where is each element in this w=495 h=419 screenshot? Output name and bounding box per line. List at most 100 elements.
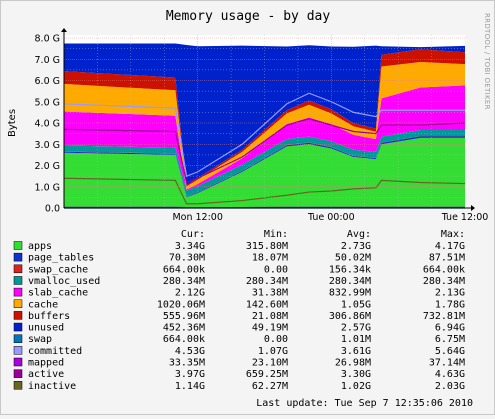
legend-name: page_tables bbox=[28, 253, 94, 264]
legend-name: committed bbox=[28, 346, 82, 357]
legend-value-cur: 452.36M bbox=[163, 323, 205, 334]
legend-value-max: 87.51M bbox=[429, 253, 465, 264]
legend-name: slab_cache bbox=[28, 288, 88, 299]
legend-name: apps bbox=[28, 241, 52, 252]
legend-header-max: Max: bbox=[441, 229, 465, 240]
legend-value-max: 280.34M bbox=[423, 276, 465, 287]
legend-value-min: 23.10M bbox=[252, 358, 288, 369]
x-tick-label: Mon 12:00 bbox=[172, 212, 222, 223]
legend-value-max: 2.13G bbox=[435, 288, 465, 299]
legend-name: swap_cache bbox=[28, 264, 88, 275]
chart-title: Memory usage - by day bbox=[166, 9, 331, 24]
legend-name: active bbox=[28, 369, 64, 380]
legend-value-avg: 1.01M bbox=[341, 334, 371, 345]
legend-value-avg: 2.73G bbox=[341, 241, 371, 252]
legend-value-avg: 3.30G bbox=[341, 369, 371, 380]
legend-value-min: 18.07M bbox=[252, 253, 288, 264]
legend-value-cur: 280.34M bbox=[163, 276, 205, 287]
legend-swatch-swap-cache bbox=[14, 265, 22, 273]
legend-value-avg: 26.98M bbox=[335, 358, 371, 369]
legend-value-max: 6.75M bbox=[435, 334, 465, 345]
legend-swatch-unused bbox=[14, 323, 22, 331]
legend-value-cur: 33.35M bbox=[169, 358, 205, 369]
legend-value-max: 732.81M bbox=[423, 311, 465, 322]
y-axis-ticks: 0.01.0 G2.0 G3.0 G4.0 G5.0 G6.0 G7.0 G8.… bbox=[35, 34, 61, 215]
legend-name: swap bbox=[28, 334, 52, 345]
legend-swatch-active bbox=[14, 370, 22, 378]
legend-swatch-swap bbox=[14, 335, 22, 343]
legend-value-min: 659.25M bbox=[246, 369, 288, 380]
legend-value-min: 280.34M bbox=[246, 276, 288, 287]
y-tick-label: 0.0 bbox=[45, 204, 60, 215]
legend-value-max: 37.14M bbox=[429, 358, 465, 369]
legend-value-avg: 50.02M bbox=[335, 253, 371, 264]
legend-value-min: 315.80M bbox=[246, 241, 288, 252]
legend-value-max: 6.94G bbox=[435, 323, 465, 334]
y-tick-label: 7.0 G bbox=[35, 55, 61, 66]
x-tick-label: Tue 00:00 bbox=[307, 212, 355, 223]
legend-name: cache bbox=[28, 299, 58, 310]
legend-value-max: 4.63G bbox=[435, 369, 465, 380]
x-axis-arrow bbox=[471, 205, 475, 211]
rrdtool-credit: RRDTOOL / TOBI OETIKER bbox=[483, 13, 491, 110]
legend-value-avg: 156.34k bbox=[329, 264, 371, 275]
legend-swatch-buffers bbox=[14, 311, 22, 319]
legend-value-avg: 3.61G bbox=[341, 346, 371, 357]
legend-header-cur: Cur: bbox=[181, 229, 205, 240]
legend-value-cur: 3.97G bbox=[175, 369, 205, 380]
legend-value-cur: 2.12G bbox=[175, 288, 205, 299]
legend-value-cur: 664.00k bbox=[163, 264, 205, 275]
y-tick-label: 8.0 G bbox=[35, 34, 61, 45]
legend-value-avg: 280.34M bbox=[329, 276, 371, 287]
x-axis-ticks: Mon 12:00 Tue 00:00 Tue 12:00 bbox=[172, 212, 488, 223]
legend-value-cur: 1020.06M bbox=[157, 299, 205, 310]
y-tick-label: 2.0 G bbox=[35, 161, 61, 172]
legend-value-avg: 306.86M bbox=[329, 311, 371, 322]
legend-value-max: 5.64G bbox=[435, 346, 465, 357]
legend-value-max: 1.78G bbox=[435, 299, 465, 310]
legend-swatch-page-tables bbox=[14, 253, 22, 261]
legend-value-min: 142.60M bbox=[246, 299, 288, 310]
legend-value-cur: 3.34G bbox=[175, 241, 205, 252]
legend-value-cur: 555.96M bbox=[163, 311, 205, 322]
legend-value-min: 31.38M bbox=[252, 288, 288, 299]
y-tick-label: 3.0 G bbox=[35, 140, 61, 151]
legend-value-max: 2.03G bbox=[435, 381, 465, 392]
legend-value-max: 4.17G bbox=[435, 241, 465, 252]
last-update: Last update: Tue Sep 7 12:35:06 2010 bbox=[256, 398, 473, 409]
legend-value-avg: 1.05G bbox=[341, 299, 371, 310]
legend-swatch-apps bbox=[14, 242, 22, 250]
legend-swatch-inactive bbox=[14, 381, 22, 389]
legend-swatch-cache bbox=[14, 300, 22, 308]
legend-value-min: 62.27M bbox=[252, 381, 288, 392]
y-axis-arrow bbox=[61, 28, 67, 32]
legend-swatch-committed bbox=[14, 346, 22, 354]
x-tick-label: Tue 12:00 bbox=[441, 212, 489, 223]
legend-value-min: 21.08M bbox=[252, 311, 288, 322]
legend-value-cur: 1.14G bbox=[175, 381, 205, 392]
legend: Cur: Min: Avg: Max: apps 3.34G 315.80M 2.73G 4.1… bbox=[14, 229, 465, 392]
y-tick-label: 6.0 G bbox=[35, 76, 61, 87]
legend-value-avg: 1.02G bbox=[341, 381, 371, 392]
legend-name: unused bbox=[28, 323, 64, 334]
legend-value-min: 0.00 bbox=[264, 264, 288, 275]
legend-header-min: Min: bbox=[264, 229, 288, 240]
legend-value-max: 664.00k bbox=[423, 264, 465, 275]
y-tick-label: 4.0 G bbox=[35, 119, 61, 130]
legend-name: buffers bbox=[28, 311, 70, 322]
legend-swatch-mapped bbox=[14, 358, 22, 366]
y-tick-label: 5.0 G bbox=[35, 97, 61, 108]
legend-name: vmalloc_used bbox=[28, 276, 100, 287]
y-axis-label: Bytes bbox=[7, 109, 18, 137]
legend-value-min: 1.07G bbox=[258, 346, 288, 357]
legend-header-avg: Avg: bbox=[347, 229, 371, 240]
legend-value-min: 0.00 bbox=[264, 334, 288, 345]
legend-value-cur: 664.00k bbox=[163, 334, 205, 345]
legend-value-avg: 832.99M bbox=[329, 288, 371, 299]
legend-value-avg: 2.57G bbox=[341, 323, 371, 334]
legend-name: inactive bbox=[28, 381, 76, 392]
legend-value-min: 49.19M bbox=[252, 323, 288, 334]
legend-swatch-vmalloc-used bbox=[14, 276, 22, 284]
